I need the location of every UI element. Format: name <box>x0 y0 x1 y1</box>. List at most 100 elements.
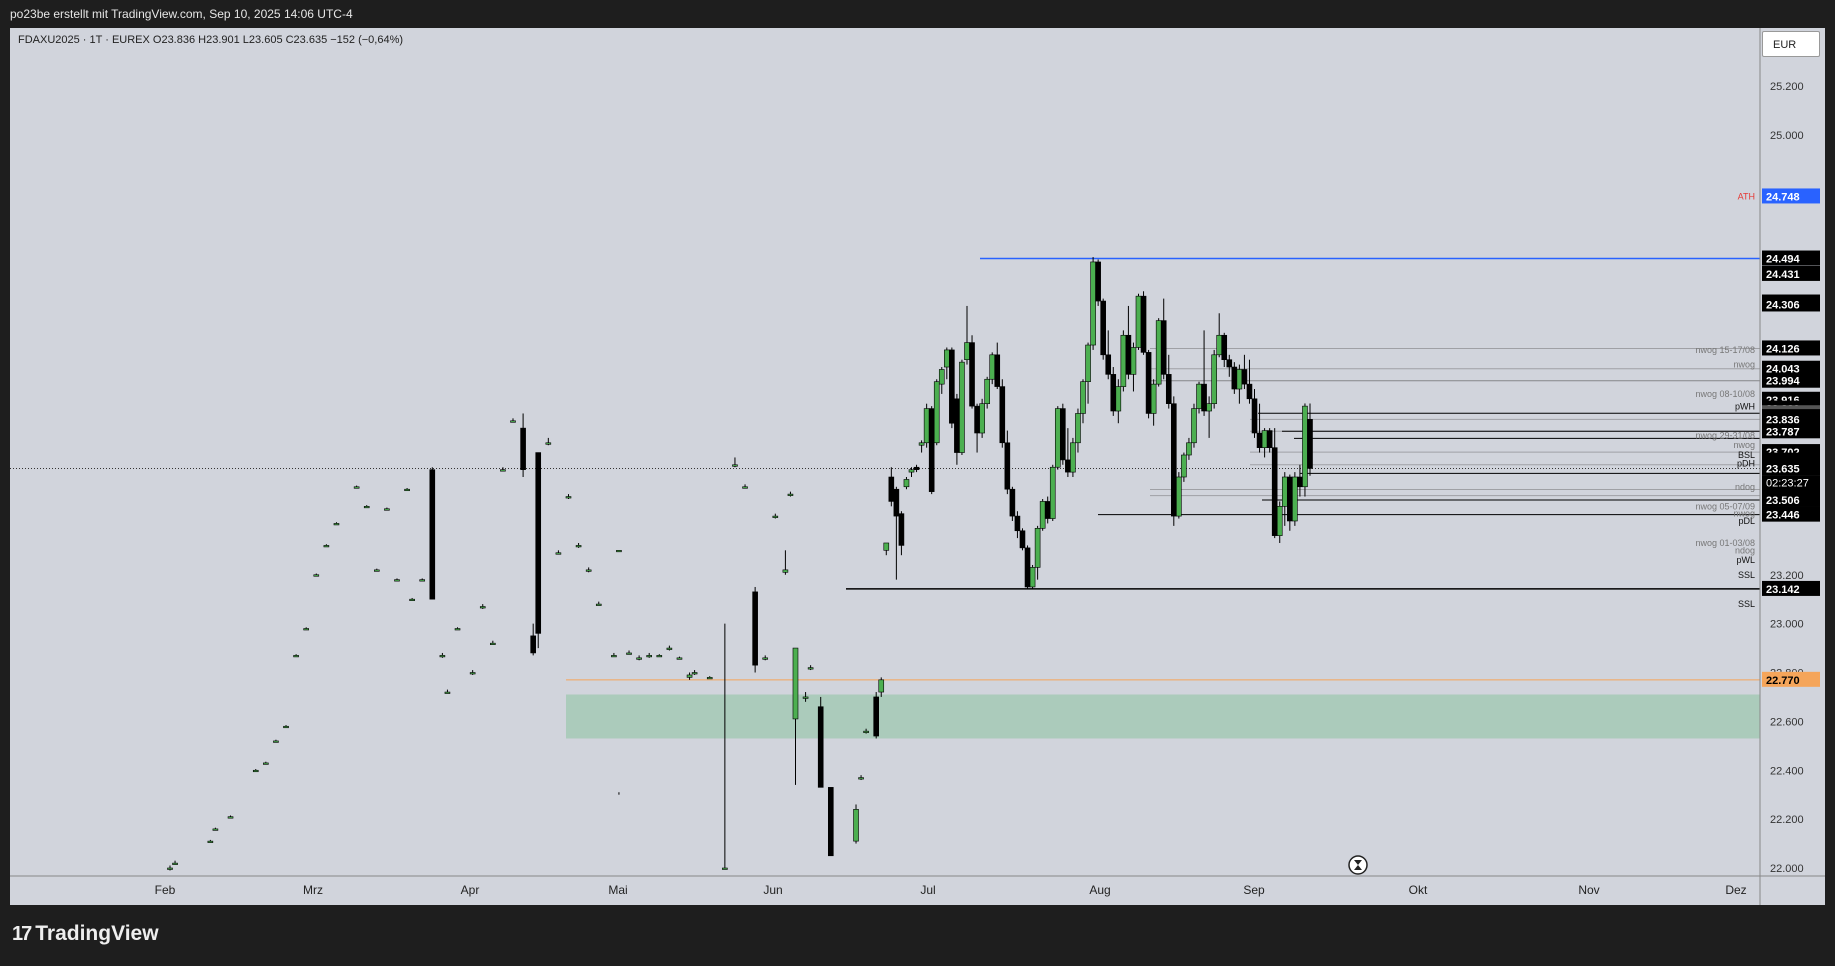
y-tick-label: 22.000 <box>1770 863 1804 875</box>
candle-body-128 <box>1181 454 1187 478</box>
candle-body-49 <box>691 672 698 675</box>
candle-body-23 <box>439 655 446 658</box>
candle-body-66 <box>863 730 869 733</box>
candle-body-132 <box>1201 383 1207 412</box>
price-label-bg <box>1762 506 1820 522</box>
chart-panel[interactable] <box>10 28 1825 905</box>
candle-body-55 <box>762 657 769 660</box>
price-label: 23.446 <box>1766 510 1800 522</box>
candle-body-10 <box>303 628 309 631</box>
candle-body-76 <box>918 442 925 446</box>
candle-body-102 <box>1049 466 1056 519</box>
candle-body-79 <box>933 381 940 444</box>
candle-body-112 <box>1100 300 1106 356</box>
candle-body-104 <box>1060 408 1066 461</box>
price-label: 23.994 <box>1766 376 1801 388</box>
price-label: 23.787 <box>1766 426 1800 438</box>
candle-body-139 <box>1236 369 1243 390</box>
candle-body-115 <box>1115 386 1122 412</box>
candle-body-30 <box>510 420 516 423</box>
brand-name: TradingView <box>35 922 159 945</box>
candle-body-99 <box>1034 528 1041 568</box>
candle-body-90 <box>989 354 996 380</box>
candle-body-25 <box>454 628 461 631</box>
candle-body-73 <box>903 479 910 488</box>
candle-body-64 <box>853 809 859 842</box>
candle-body-36 <box>565 496 572 499</box>
candle-body-72 <box>898 513 905 546</box>
level-tag: pDH <box>1737 459 1755 469</box>
candle-body-106 <box>1070 442 1076 473</box>
candle-body-0 <box>167 867 173 870</box>
price-label-bg <box>1762 460 1820 476</box>
x-tick-label: Jul <box>920 883 935 897</box>
price-label-bg <box>1762 265 1820 281</box>
level-tag: nwog <box>1733 440 1755 450</box>
candle-body-1 <box>172 862 178 865</box>
candle-body-131 <box>1196 383 1202 409</box>
candle-body-75 <box>913 466 920 470</box>
currency-button[interactable]: EUR <box>1762 31 1820 57</box>
candle-body-135 <box>1216 334 1223 356</box>
candle-body-100 <box>1039 501 1046 529</box>
candle-body-150 <box>1292 476 1298 522</box>
candle-body-116 <box>1120 334 1127 387</box>
candle-body-130 <box>1191 408 1197 444</box>
candle-body-134 <box>1211 354 1217 404</box>
y-tick-label: 25.000 <box>1770 130 1804 142</box>
candle-body-46 <box>666 647 673 650</box>
candle-body-8 <box>283 725 289 729</box>
candle-body-67 <box>873 696 879 737</box>
candle-body-17 <box>384 508 390 511</box>
candle-body-28 <box>490 642 496 645</box>
candle-body-89 <box>984 378 990 404</box>
price-label: 23.142 <box>1766 584 1800 596</box>
candle-body-27 <box>479 606 486 609</box>
candle-body-15 <box>363 506 370 509</box>
candle-body-93 <box>1004 442 1011 490</box>
price-label: 23.635 <box>1766 463 1800 475</box>
candle-body-14 <box>353 486 360 489</box>
candle-body-152 <box>1302 405 1308 488</box>
candle-body-12 <box>323 545 330 548</box>
candle-body-126 <box>1171 403 1177 517</box>
candle-body-92 <box>999 386 1006 444</box>
tradingview-logo[interactable]: 17 TradingView <box>12 922 159 946</box>
price-label-bg <box>1762 671 1820 687</box>
candle-body-80 <box>938 369 945 385</box>
candle-body-51 <box>722 867 728 870</box>
candle-body-96 <box>1019 530 1026 549</box>
candle-body-97 <box>1024 547 1031 588</box>
candle-body-37 <box>575 545 582 548</box>
candle-body-137 <box>1226 359 1233 368</box>
price-label: 24.494 <box>1766 254 1801 266</box>
candle-body-42 <box>626 652 632 655</box>
x-tick-label: Sep <box>1243 883 1265 897</box>
price-chart[interactable]: 25.20025.00023.20023.00022.80022.60022.4… <box>0 0 1835 905</box>
candle-body-62 <box>817 706 824 788</box>
y-tick-label: 23.000 <box>1770 619 1804 631</box>
candle-body-40 <box>611 655 617 658</box>
candle-body-6 <box>263 762 269 765</box>
price-label-bg <box>1762 250 1820 266</box>
x-tick-label: Jun <box>763 883 782 897</box>
candle-body-133 <box>1206 403 1212 412</box>
level-tag: SSL <box>1738 570 1755 580</box>
candle-body-22 <box>429 469 436 600</box>
candle-body-136 <box>1221 334 1228 361</box>
candle-body-4 <box>227 816 234 819</box>
y-tick-label: 22.200 <box>1770 814 1804 826</box>
level-tag: nwog 29-31/08 <box>1695 430 1755 440</box>
candle-body-108 <box>1080 381 1086 414</box>
candle-body-144 <box>1261 430 1268 448</box>
candle-body-21 <box>419 579 426 582</box>
candle-body-147 <box>1276 506 1283 536</box>
candle-body-103 <box>1054 408 1061 468</box>
candle-body-140 <box>1241 369 1248 385</box>
candle-body-118 <box>1130 347 1137 375</box>
countdown-bg <box>1762 475 1820 490</box>
candle-body-70 <box>888 476 895 502</box>
candle-body-44 <box>646 655 653 658</box>
candle-body-34 <box>545 442 552 445</box>
candle-body-148 <box>1281 476 1288 507</box>
